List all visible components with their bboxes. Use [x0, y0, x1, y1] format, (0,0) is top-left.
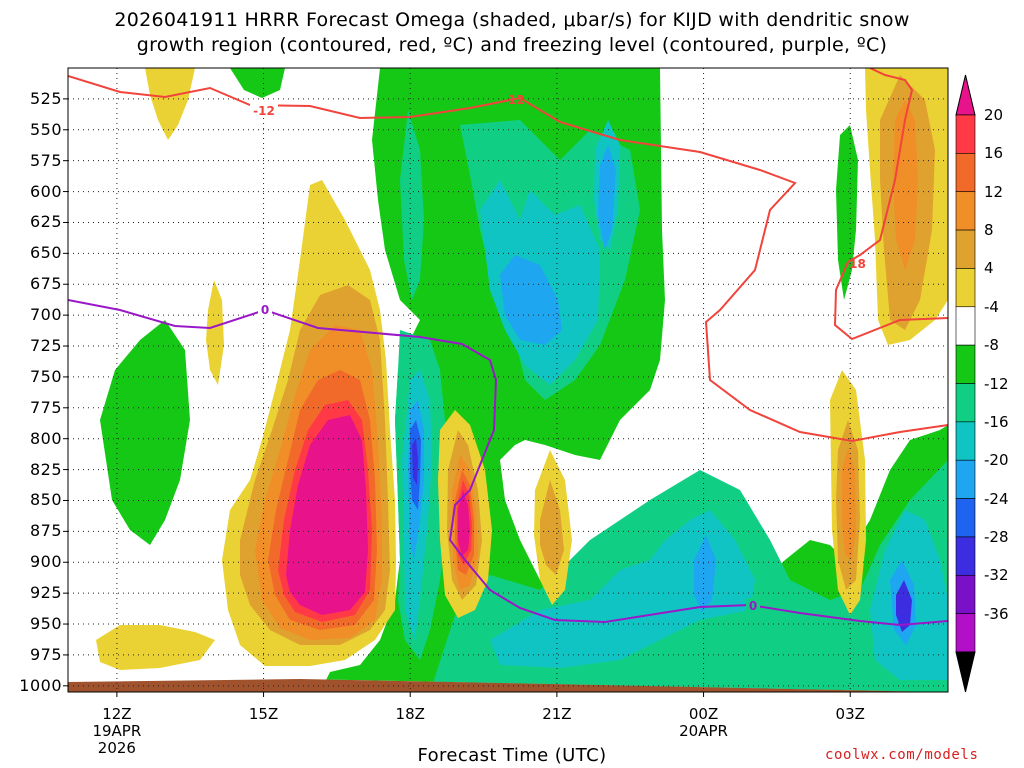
y-tick-label: 650: [29, 243, 62, 263]
colorbar-segment: [955, 229, 976, 269]
y-tick-label: 600: [29, 181, 62, 201]
colorbar-segment: [955, 344, 976, 384]
y-tick-label: 875: [29, 521, 62, 541]
y-tick-label: 625: [29, 212, 62, 232]
y-tick-label: 925: [29, 583, 62, 603]
y-tick-label: 950: [29, 614, 62, 634]
x-tick-label: 03Z: [835, 705, 865, 723]
chart-title-line-1: 2026041911 HRRR Forecast Omega (shaded, …: [114, 9, 910, 31]
chart-title-line-2: growth region (contoured, red, ºC) and f…: [136, 34, 888, 56]
colorbar-segment: [955, 574, 976, 614]
y-tick-label: 575: [29, 150, 62, 170]
grid-lines: [68, 68, 948, 692]
x-tick-date: 20APR: [679, 722, 728, 740]
colorbar-label: 16: [984, 144, 1004, 163]
contour-label-dgz-3: -18: [844, 257, 866, 271]
colorbar-segment: [955, 459, 976, 499]
colorbar-segment: [955, 421, 976, 461]
colorbar-label: 8: [984, 221, 994, 240]
colorbar-label: -20: [984, 451, 1009, 470]
y-tick-label: 750: [29, 366, 62, 386]
y-tick-label: 550: [29, 119, 62, 139]
source-credit: coolwx.com/models: [825, 747, 979, 763]
plot-frame: [67, 67, 949, 693]
colorbar-label: -36: [984, 604, 1009, 623]
x-tick-label: 21Z: [542, 705, 572, 723]
contour-labels: -12 -12 -18 0 0: [250, 93, 866, 613]
x-axis-title: Forecast Time (UTC): [417, 745, 607, 766]
colorbar-label: -12: [984, 374, 1009, 393]
contour-label-dgz-1: -12: [253, 104, 275, 118]
x-tick-label: 15Z: [248, 705, 279, 723]
y-tick-label: 975: [29, 644, 62, 664]
colorbar-segment: [955, 114, 976, 154]
x-tick-label: 12Z: [102, 705, 132, 723]
colorbar-arrow-top: [955, 74, 976, 116]
colorbar-segment: [955, 536, 976, 576]
colorbar-label: -16: [984, 412, 1009, 431]
colorbar-label: -32: [984, 566, 1009, 585]
colorbar: [955, 74, 976, 693]
colorbar-segment: [955, 383, 976, 423]
contour-label-frz-1: 0: [261, 303, 269, 317]
y-tick-label: 1000: [19, 675, 62, 695]
colorbar-label: -28: [984, 527, 1009, 546]
colorbar-segment: [955, 306, 976, 346]
colorbar-segment: [955, 191, 976, 231]
y-tick-label: 700: [29, 305, 62, 325]
y-tick-label: 775: [29, 397, 62, 417]
y-tick-label: 850: [29, 490, 62, 510]
y-tick-label: 825: [29, 459, 62, 479]
contour-label-frz-2: 0: [749, 599, 757, 613]
x-tick-label: 18Z: [395, 705, 425, 723]
colorbar-arrow-bottom: [955, 651, 976, 693]
colorbar-label: -24: [984, 489, 1009, 508]
y-tick-label: 525: [29, 88, 62, 108]
x-tick-year: 2026: [97, 739, 136, 757]
colorbar-segment: [955, 268, 976, 308]
tick-marks: [63, 98, 851, 697]
colorbar-label: 20: [984, 106, 1004, 124]
colorbar-segment: [955, 153, 976, 193]
y-tick-label: 675: [29, 274, 62, 294]
contour-label-dgz-2: -12: [503, 93, 525, 107]
colorbar-segment: [955, 613, 976, 653]
colorbar-label: 12: [984, 182, 1004, 201]
y-tick-label: 800: [29, 428, 62, 448]
colorbar-segment: [955, 498, 976, 538]
colorbar-label: -8: [984, 336, 999, 355]
x-tick-label: 00Z: [688, 705, 719, 723]
x-tick-date: 19APR: [92, 722, 142, 740]
y-tick-label: 900: [29, 552, 62, 572]
colorbar-label: -4: [984, 297, 999, 316]
colorbar-label: 4: [984, 259, 994, 278]
y-tick-label: 725: [29, 336, 62, 356]
